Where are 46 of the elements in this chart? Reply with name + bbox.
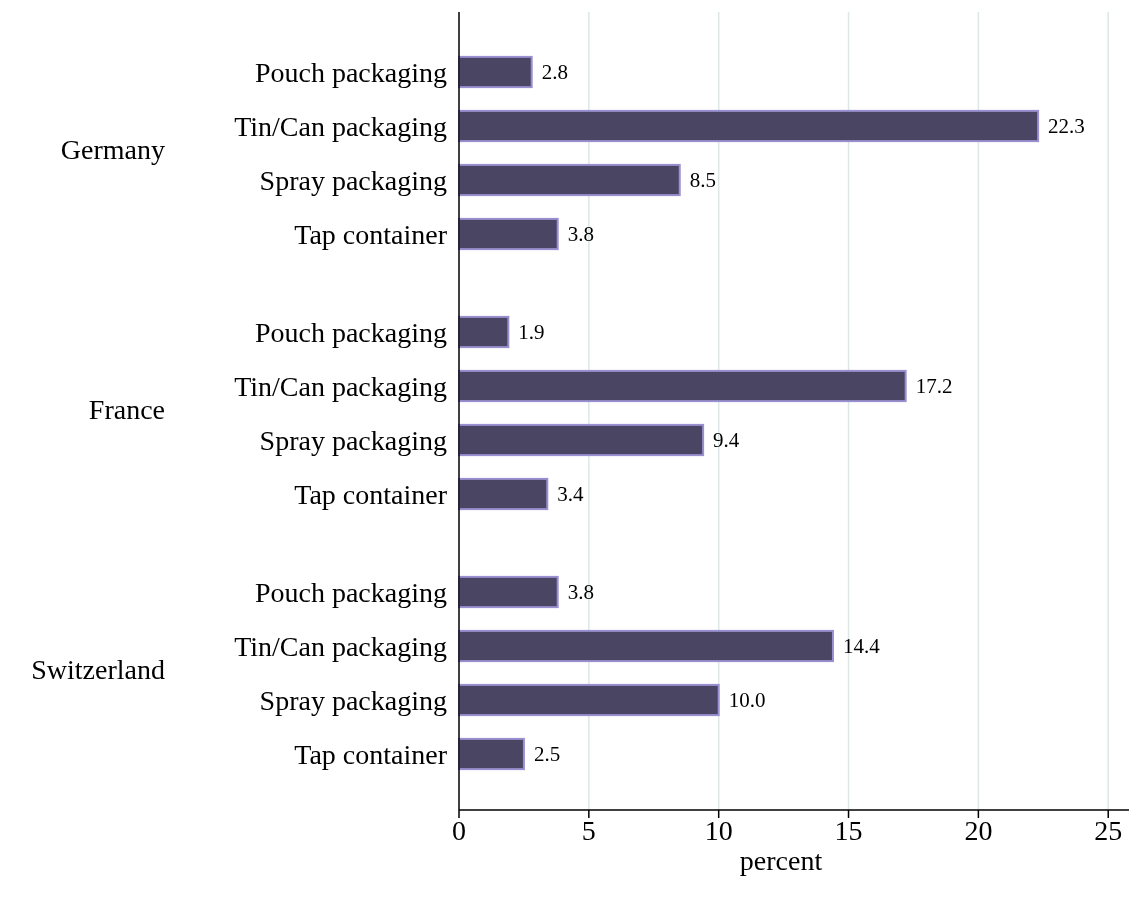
bar <box>458 477 549 511</box>
bar <box>458 423 705 457</box>
y-tick-label: Tin/Can packaging <box>234 370 447 402</box>
y-tick-label: Tin/Can packaging <box>234 630 447 662</box>
y-tick-label: Spray packaging <box>259 164 447 196</box>
bar <box>458 315 510 349</box>
y-tick-label: Spray packaging <box>259 684 447 716</box>
text: France <box>88 393 165 425</box>
text: Switzerland <box>31 653 165 685</box>
data-label: 14.4 <box>842 634 881 658</box>
data-label: 3.8 <box>567 580 594 604</box>
x-tick-label: 0 <box>452 815 466 846</box>
y-tick-label: Tin/Can packaging <box>234 110 447 142</box>
text: Germany <box>60 133 165 165</box>
bar <box>458 163 681 197</box>
bar <box>458 575 559 609</box>
y-tick-label: Pouch packaging <box>254 56 447 88</box>
data-label: 17.2 <box>915 374 953 398</box>
y-tick-label: Tap container <box>294 478 448 510</box>
bar <box>458 55 533 89</box>
data-label: 3.4 <box>557 482 585 506</box>
y-tick-label: Spray packaging <box>259 424 447 456</box>
bar <box>458 737 525 771</box>
bar <box>458 369 907 403</box>
x-tick-label: 10 <box>704 815 733 846</box>
data-label: 3.8 <box>567 222 594 246</box>
x-tick-label: 25 <box>1094 815 1123 846</box>
data-label: 2.8 <box>541 60 568 84</box>
y-tick-label: Pouch packaging <box>254 576 447 608</box>
x-tick-label: 5 <box>581 815 596 846</box>
data-label: 22.3 <box>1048 114 1085 138</box>
data-label: 9.4 <box>713 428 740 452</box>
y-tick-label: Pouch packaging <box>254 316 447 348</box>
y-tick-label: Tap container <box>294 218 448 250</box>
y-tick-label: Tap container <box>294 738 448 770</box>
x-tick-label: 20 <box>964 815 993 846</box>
bar <box>458 109 1040 143</box>
data-label: 1.9 <box>518 320 545 344</box>
bar <box>458 629 834 663</box>
bar <box>458 683 720 717</box>
x-axis-title: percent <box>739 845 823 876</box>
bar <box>458 217 559 251</box>
data-label: 8.5 <box>689 168 716 192</box>
data-label: 2.5 <box>533 742 561 766</box>
x-tick-label: 15 <box>834 815 863 846</box>
data-label: 10.0 <box>728 688 766 712</box>
